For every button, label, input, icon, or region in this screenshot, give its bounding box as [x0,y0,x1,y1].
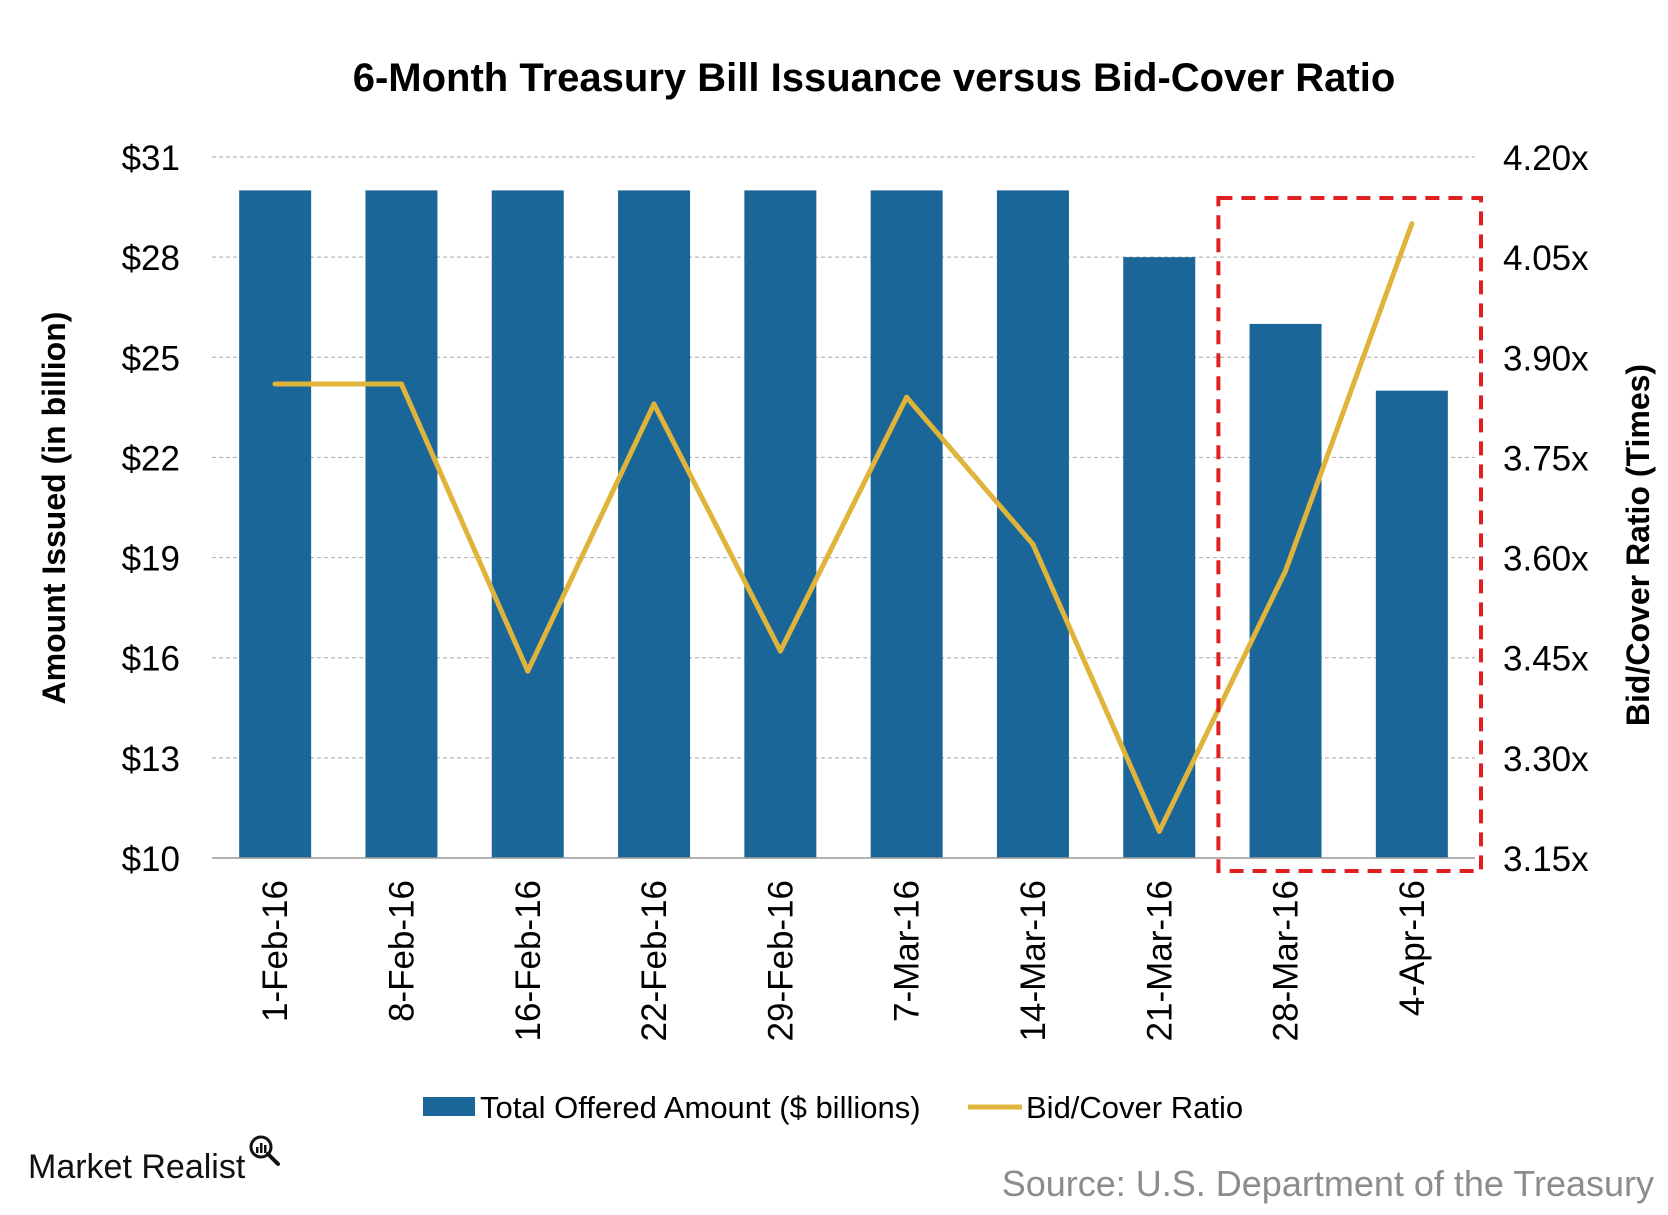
x-tick-label: 7-Mar-16 [888,880,927,1022]
line-point [1156,828,1162,834]
x-tick-label: 28-Mar-16 [1267,880,1306,1041]
x-tick-label: 1-Feb-16 [256,880,295,1022]
x-tick-label: 14-Mar-16 [1014,880,1053,1041]
brand-logo: Market Realist [28,1135,281,1187]
line-point [398,381,404,387]
chart-title: 6-Month Treasury Bill Issuance versus Bi… [353,56,1396,100]
y-right-tick-label: 3.90x [1503,339,1589,378]
bar [1375,390,1448,858]
line-point [1283,568,1289,574]
line-point [777,648,783,654]
y-left-tick-label: $28 [122,239,180,278]
bar [870,190,943,858]
line-point [525,668,531,674]
line-point [272,381,278,387]
y-right-tick-label: 4.20x [1503,139,1589,178]
y-left-tick-label: $31 [122,139,180,178]
magnifier-chart-icon [247,1133,281,1176]
x-tick-label: 29-Feb-16 [761,880,800,1041]
y-left-tick-label: $13 [122,740,180,779]
y-right-tick-label: 3.15x [1503,840,1589,879]
legend-label-line: Bid/Cover Ratio [1026,1090,1243,1125]
bar [239,190,312,858]
line-point [651,401,657,407]
x-tick-label: 4-Apr-16 [1393,880,1432,1016]
y-left-tick-label: $25 [122,339,180,378]
bar [1123,257,1196,859]
x-tick-label: 21-Mar-16 [1140,880,1179,1041]
line-point [904,394,910,400]
y-right-axis-title: Bid/Cover Ratio (Times) [1620,364,1656,726]
y-right-tick-label: 3.75x [1503,439,1589,478]
bar [744,190,817,858]
y-right-tick-label: 3.60x [1503,540,1589,579]
y-left-axis-title: Amount Issued (in billion) [36,312,72,705]
bar [491,190,564,858]
y-left-tick-label: $22 [122,439,180,478]
brand-name: Market Realist [28,1148,246,1186]
source-note: Source: U.S. Department of the Treasury [1001,1163,1654,1204]
bar [1249,323,1322,858]
bar [365,190,438,858]
y-left-tick-label: $19 [122,540,180,579]
y-left-tick-label: $10 [122,840,180,879]
y-left-tick-label: $16 [122,640,180,679]
bar [618,190,691,858]
line-point [1409,221,1415,227]
y-right-tick-label: 3.30x [1503,740,1589,779]
x-tick-label: 8-Feb-16 [382,880,421,1022]
bar [996,190,1069,858]
y-right-tick-label: 3.45x [1503,640,1589,679]
line-point [1030,541,1036,547]
series-line-bid-cover [272,221,1415,834]
y-right-tick-label: 4.05x [1503,239,1589,278]
legend-label-bar: Total Offered Amount ($ billions) [480,1090,921,1125]
x-tick-label: 22-Feb-16 [635,880,674,1041]
highlight-box [1216,196,1484,873]
x-tick-label: 16-Feb-16 [509,880,548,1041]
legend-swatch-bar [423,1097,475,1116]
